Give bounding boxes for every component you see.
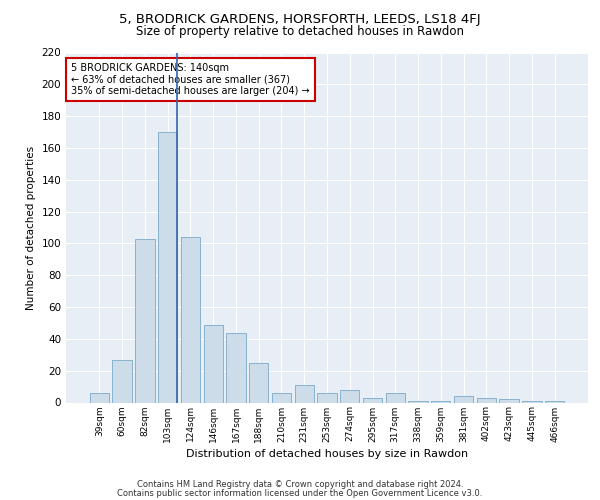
Bar [203, 324, 223, 402]
Bar [90, 393, 109, 402]
Bar [226, 332, 245, 402]
Text: Contains public sector information licensed under the Open Government Licence v3: Contains public sector information licen… [118, 488, 482, 498]
Bar [454, 396, 473, 402]
Bar [340, 390, 359, 402]
Bar [386, 393, 405, 402]
Bar [181, 237, 200, 402]
Text: Contains HM Land Registry data © Crown copyright and database right 2024.: Contains HM Land Registry data © Crown c… [137, 480, 463, 489]
Bar [522, 401, 542, 402]
Bar [476, 398, 496, 402]
Bar [431, 401, 451, 402]
Bar [317, 393, 337, 402]
X-axis label: Distribution of detached houses by size in Rawdon: Distribution of detached houses by size … [186, 448, 468, 458]
Bar [249, 362, 268, 403]
Bar [409, 401, 428, 402]
Y-axis label: Number of detached properties: Number of detached properties [26, 146, 36, 310]
Bar [112, 360, 132, 403]
Text: 5, BRODRICK GARDENS, HORSFORTH, LEEDS, LS18 4FJ: 5, BRODRICK GARDENS, HORSFORTH, LEEDS, L… [119, 12, 481, 26]
Text: Size of property relative to detached houses in Rawdon: Size of property relative to detached ho… [136, 25, 464, 38]
Bar [272, 393, 291, 402]
Bar [135, 238, 155, 402]
Bar [499, 400, 519, 402]
Bar [545, 401, 564, 402]
Bar [295, 385, 314, 402]
Bar [158, 132, 178, 402]
Text: 5 BRODRICK GARDENS: 140sqm
← 63% of detached houses are smaller (367)
35% of sem: 5 BRODRICK GARDENS: 140sqm ← 63% of deta… [71, 63, 310, 96]
Bar [363, 398, 382, 402]
